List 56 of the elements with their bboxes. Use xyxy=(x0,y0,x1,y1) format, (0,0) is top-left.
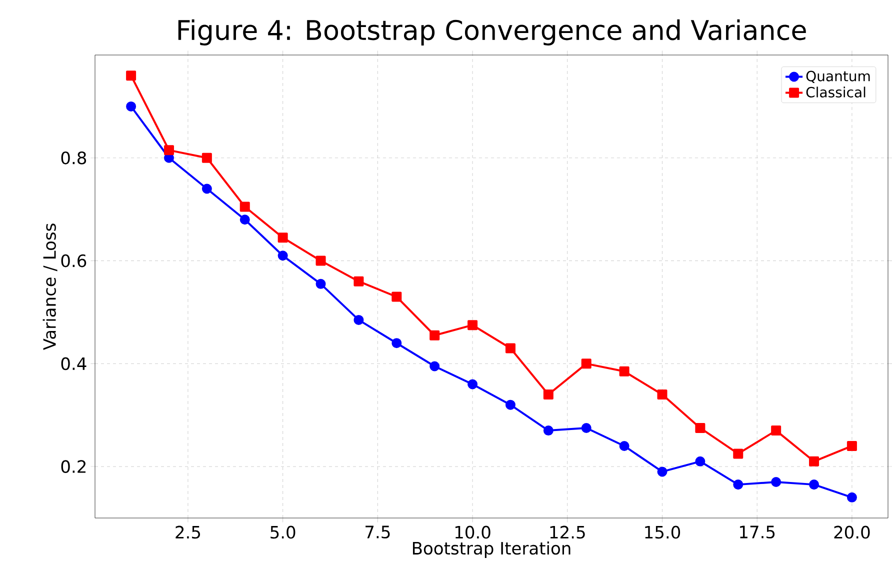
x-tick-label: 12.5 xyxy=(550,526,585,539)
point xyxy=(771,426,782,436)
point xyxy=(126,70,136,81)
x-tick-label: 10.0 xyxy=(455,526,490,539)
point xyxy=(809,480,820,490)
point xyxy=(430,330,440,340)
point xyxy=(240,214,250,225)
point xyxy=(733,448,744,459)
point xyxy=(430,361,440,372)
point xyxy=(468,320,478,330)
point xyxy=(202,152,212,163)
point xyxy=(581,358,592,369)
point xyxy=(316,278,326,289)
point xyxy=(846,492,857,502)
point xyxy=(733,480,744,490)
point xyxy=(657,466,668,477)
point xyxy=(543,426,554,436)
x-tick-label: 15.0 xyxy=(645,526,680,539)
x-tick-label: 7.5 xyxy=(366,526,390,538)
point xyxy=(695,456,706,466)
point xyxy=(771,476,782,487)
point xyxy=(164,145,174,156)
point xyxy=(505,343,516,354)
point xyxy=(695,422,706,433)
point xyxy=(278,232,288,243)
y-tick-label: 0.8 xyxy=(61,151,86,164)
point xyxy=(392,292,402,302)
y-tick-label: 0.4 xyxy=(61,357,86,370)
point xyxy=(468,379,478,390)
y-tick-label: 0.2 xyxy=(61,460,86,473)
y-axis-title: Variance / Loss xyxy=(42,224,58,350)
point xyxy=(316,256,326,266)
point xyxy=(354,314,364,325)
point xyxy=(581,422,592,433)
point xyxy=(278,250,288,261)
y-tick-label: 0.6 xyxy=(61,254,86,268)
point xyxy=(354,276,364,286)
point xyxy=(392,338,402,348)
point xyxy=(505,400,516,410)
point xyxy=(619,440,630,451)
x-axis-title: Bootstrap Iteration xyxy=(412,542,570,558)
x-tick-label: 2.5 xyxy=(176,526,200,539)
x-tick-label: 20.0 xyxy=(834,526,870,539)
legend-label: Classical xyxy=(806,86,866,98)
x-tick-label: 17.5 xyxy=(740,526,775,538)
point xyxy=(240,202,250,212)
x-tick-label: 5.0 xyxy=(270,526,296,539)
legend-label: Quantum xyxy=(806,70,870,83)
point xyxy=(657,390,668,400)
point xyxy=(543,390,554,400)
point xyxy=(202,184,212,194)
point xyxy=(126,101,136,112)
point xyxy=(619,366,630,376)
chart-title: Figure 4: Bootstrap Convergence and Variance xyxy=(178,19,806,46)
point xyxy=(846,440,857,451)
point xyxy=(809,456,820,466)
